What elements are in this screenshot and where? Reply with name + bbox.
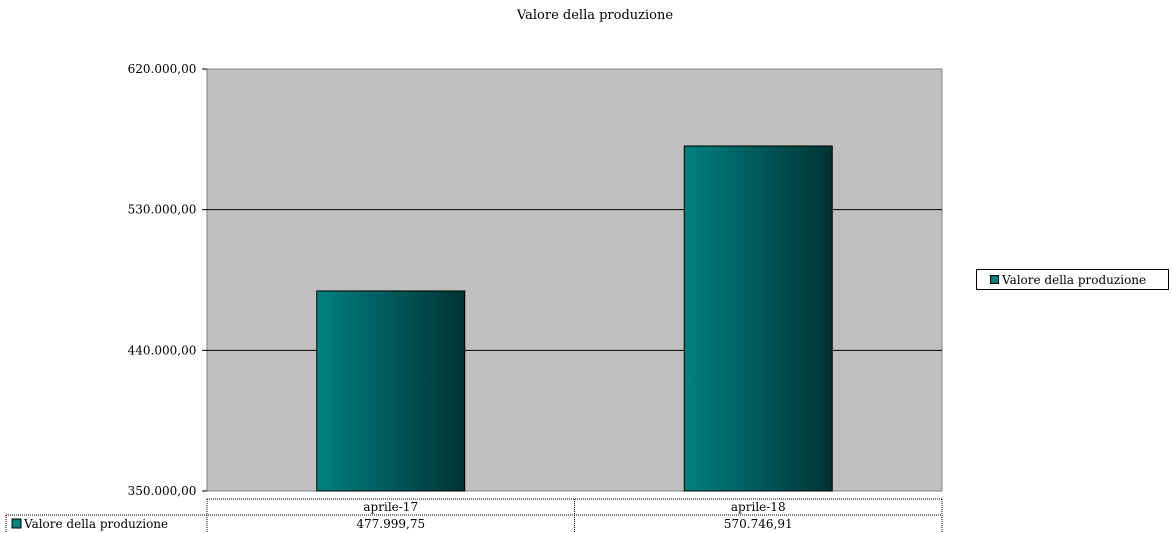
legend-label: Valore della produzione <box>1002 272 1147 287</box>
y-tick-label: 530.000,00 <box>128 203 197 217</box>
y-tick-label: 620.000,00 <box>128 62 197 76</box>
data-table: aprile-17 477.999,75 aprile-18 570.746,91 Va… <box>5 498 943 533</box>
legend: Valore della produzione <box>976 269 1169 290</box>
bars <box>316 145 833 492</box>
data-label: 477.999,75 <box>356 517 425 531</box>
bar-aprile-18 <box>683 145 833 492</box>
x-category-label: aprile-18 <box>731 500 786 514</box>
legend-swatch <box>990 275 999 284</box>
y-axis-ticks: 350.000,00 440.000,00 530.000,00 620.000,00 <box>128 62 207 498</box>
table-series-label: Valore della produzione <box>23 517 168 531</box>
x-category-label: aprile-17 <box>363 500 418 514</box>
chart-title: Valore della produzione <box>516 8 674 23</box>
y-tick-label: 350.000,00 <box>128 484 197 498</box>
y-tick-label: 440.000,00 <box>128 343 197 357</box>
bar-aprile-17 <box>316 290 466 492</box>
data-label: 570.746,91 <box>724 517 793 531</box>
table-series-swatch <box>11 518 22 529</box>
